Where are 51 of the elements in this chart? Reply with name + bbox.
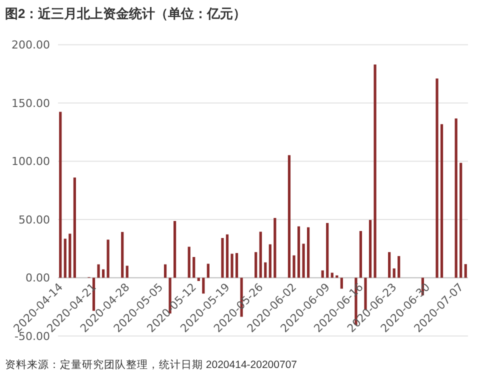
bar — [64, 238, 66, 278]
bar — [436, 78, 438, 278]
bar — [97, 264, 100, 278]
y-tick-label: -50.00 — [14, 330, 50, 343]
bar — [464, 264, 467, 278]
bar — [197, 278, 200, 282]
bar — [174, 220, 176, 278]
y-tick-label: 0.00 — [26, 272, 50, 285]
bar — [388, 252, 391, 278]
bar — [398, 256, 400, 278]
bar — [226, 234, 229, 278]
bar — [206, 264, 210, 278]
bar — [268, 244, 272, 278]
bar — [306, 227, 310, 278]
bar — [392, 268, 396, 278]
bar — [68, 234, 72, 278]
y-tick-label: 150.00 — [12, 96, 50, 110]
bar — [292, 255, 296, 278]
y-tick-label: 100.00 — [12, 155, 50, 168]
bar — [274, 218, 276, 278]
bar — [126, 266, 128, 278]
y-tick-label: 200.00 — [12, 38, 50, 52]
bar — [374, 64, 376, 278]
bar — [121, 232, 124, 278]
bar — [230, 254, 234, 278]
bar — [321, 270, 324, 278]
bar — [73, 178, 76, 278]
bar — [326, 222, 329, 278]
bar — [359, 231, 362, 278]
bar — [254, 252, 258, 278]
chart-title: 图2：近三月北上资金统计（单位：亿元） — [5, 6, 246, 21]
bar — [221, 238, 224, 278]
bar — [235, 253, 238, 278]
bar — [259, 232, 262, 278]
bar — [368, 220, 372, 278]
bar — [164, 264, 167, 278]
text: 资料来源：定量研究团队整理，统计日期 2020414-20200707 — [5, 358, 298, 371]
bar — [264, 262, 267, 278]
bar — [330, 272, 334, 278]
bar — [192, 257, 196, 278]
bar — [106, 240, 110, 278]
bar — [188, 246, 190, 278]
y-tick-label: 50.00 — [18, 213, 50, 226]
bar — [288, 155, 291, 278]
bar — [102, 269, 105, 278]
bar — [59, 112, 62, 278]
bar — [460, 162, 462, 278]
bar — [440, 124, 444, 278]
bar — [297, 226, 300, 278]
bar — [302, 244, 305, 278]
bar — [454, 118, 458, 278]
